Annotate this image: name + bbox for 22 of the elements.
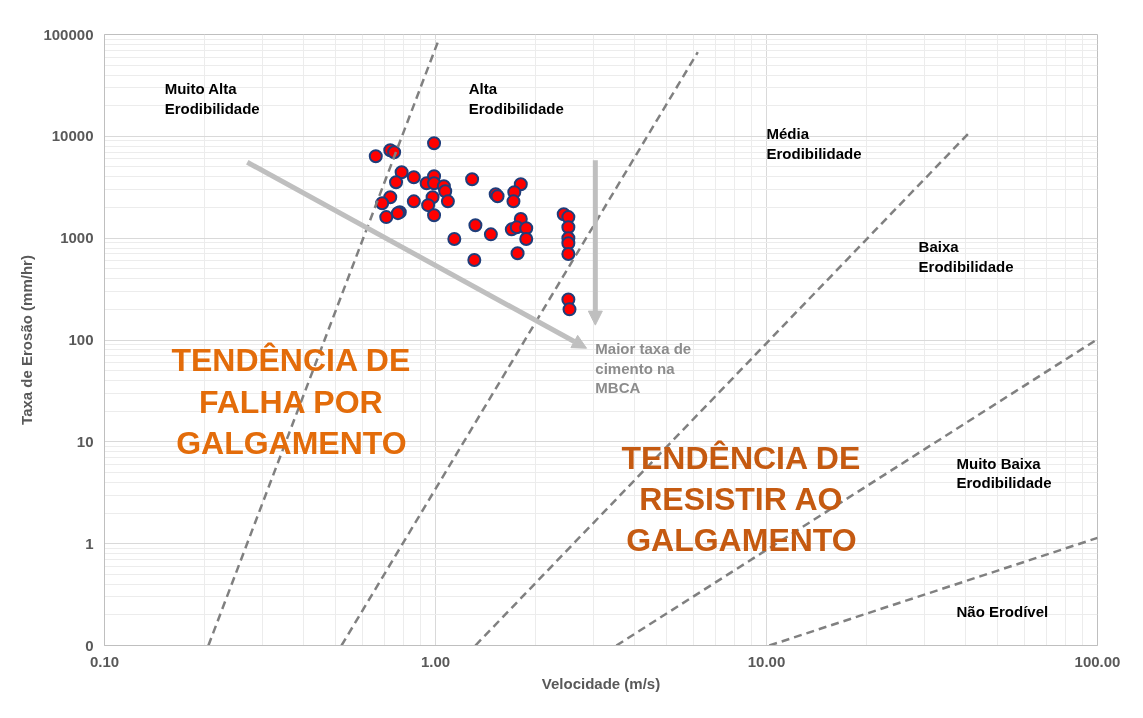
y-axis-title: Taxa de Erosão (mm/hr) — [18, 255, 36, 425]
x-tick-label: 10.00 — [747, 652, 786, 670]
y-tick-label: 10 — [76, 432, 94, 450]
x-tick-label: 100.00 — [1074, 652, 1121, 670]
x-axis-title: Velocidade (m/s) — [541, 674, 661, 692]
y-tick-label: 1 — [85, 534, 94, 552]
y-tick-label: 100000 — [43, 25, 94, 43]
annotation: Média Erodibilidade — [766, 125, 862, 162]
annotation: TENDÊNCIA DE FALHA POR GALGAMENTO — [171, 342, 411, 462]
annotation: Muito Alta Erodibilidade — [164, 80, 260, 117]
annotation: Alta Erodibilidade — [468, 80, 564, 117]
y-tick-label: 100 — [68, 331, 94, 348]
annotation: TENDÊNCIA DE RESISTIR AO GALGAMENTO — [621, 439, 861, 559]
annotation: Não Erodível — [956, 603, 1049, 621]
annotation: Baixa Erodibilidade — [918, 238, 1014, 275]
annotation: Maior taxa de cimento na MBCA — [595, 340, 692, 397]
y-tick-label: 1000 — [60, 229, 94, 247]
x-tick-label: 1.00 — [420, 652, 451, 670]
y-tick-label: 0 — [85, 636, 94, 654]
annotation: Muito Baixa Erodibilidade — [956, 454, 1052, 492]
y-tick-label: 10000 — [51, 127, 94, 145]
x-tick-label: 0.10 — [89, 652, 120, 670]
